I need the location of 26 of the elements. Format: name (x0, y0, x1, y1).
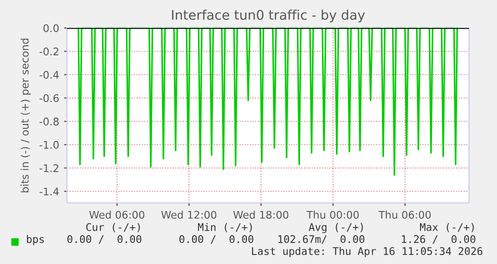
y-tick-label: -0.8 (40, 118, 59, 126)
text: Cur (-/+) (86, 223, 140, 232)
y-axis-title: bits in (-) / out (+) per second (20, 38, 31, 192)
y-tick-label: 0.0 (43, 24, 59, 32)
text: Min (-/+) (198, 222, 252, 232)
chart-title: Interface tun0 traffic - by day (172, 10, 365, 22)
line-series (78, 27, 458, 176)
x-tick-label: Thu 06:00 (378, 210, 431, 219)
text: 0.00 / 0.00 (67, 235, 142, 244)
text: 0.00 / 0.00 (179, 235, 254, 244)
text: 102.67m/ 0.00 (278, 235, 364, 244)
y-tick-label: -1.4 (40, 188, 59, 196)
text: 1.26 / 0.00 (402, 235, 476, 244)
text: Avg (-/+) (308, 222, 363, 234)
y-tick-label: -1.0 (40, 140, 59, 149)
y-tick-label: -0.2 (40, 48, 58, 56)
x-tick-label: Wed 06:00 (89, 210, 144, 219)
text: Max (-/+) (420, 223, 474, 232)
x-tick-label: Wed 12:00 (161, 210, 216, 219)
x-tick-label: Thu 00:00 (306, 210, 359, 219)
y-tick-label: -0.6 (40, 94, 59, 102)
legend-label: bps (26, 234, 44, 246)
y-tick-label: -0.4 (40, 70, 59, 79)
y-tick-label: -1.2 (40, 164, 58, 172)
text: Last update: Thu Apr 16 11:05:34 2026 (252, 246, 482, 258)
x-tick-label: Wed 18:00 (233, 210, 288, 219)
